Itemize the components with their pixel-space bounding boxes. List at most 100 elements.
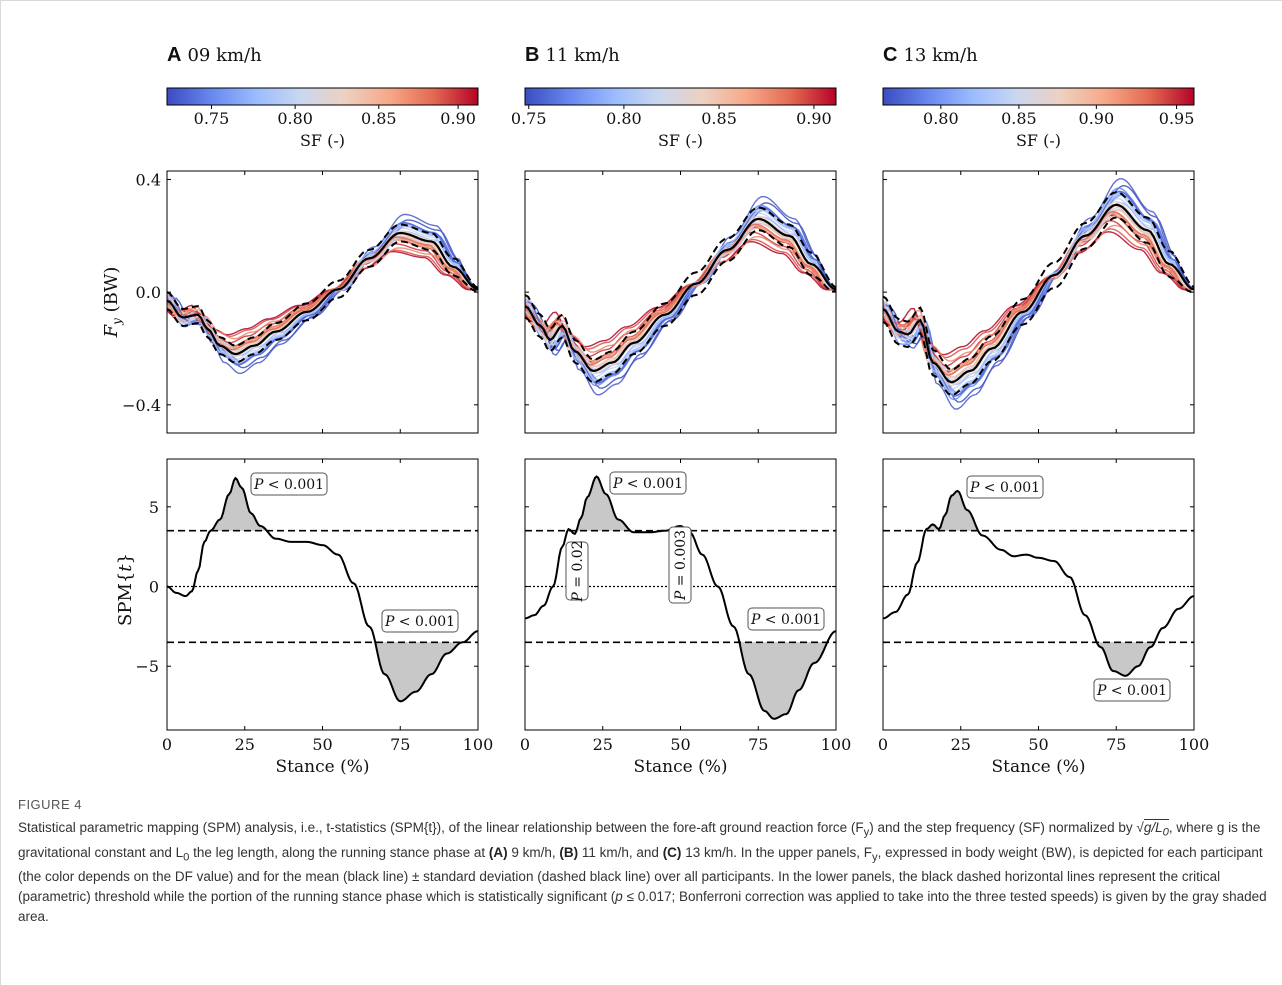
figure-caption: Statistical parametric mapping (SPM) ana… bbox=[18, 818, 1276, 927]
panel-letter: B bbox=[525, 44, 539, 66]
caption-tag-a: (A) bbox=[488, 844, 508, 860]
x-tick-label: 50 bbox=[670, 735, 690, 754]
significant-region bbox=[210, 478, 267, 531]
participant-curves bbox=[883, 178, 1194, 410]
caption-part-6: ≤ 0.017; Bonferroni correction was appli… bbox=[18, 889, 1267, 925]
caption-sqrt: √g/L0 bbox=[1136, 819, 1169, 839]
colorbar-tick-label: 0.95 bbox=[1159, 109, 1195, 128]
x-tick-label: 50 bbox=[312, 735, 332, 754]
spm-y-tick-label: 5 bbox=[149, 498, 159, 517]
annotation-frame bbox=[609, 471, 687, 495]
colorbar-label: SF (-) bbox=[300, 131, 345, 150]
annotation-text: P < 0.001 bbox=[1096, 683, 1167, 699]
annotation-box: P = 0.02 bbox=[565, 540, 589, 603]
colorbar bbox=[524, 87, 837, 106]
caption-sub-5: y bbox=[872, 851, 878, 864]
sd-lower-line bbox=[167, 240, 478, 364]
annotation-frame bbox=[250, 472, 328, 496]
spm-axes-frame bbox=[166, 458, 479, 731]
colorbar bbox=[882, 87, 1195, 106]
caption-part-2: ) and the step frequency (SF) normalized… bbox=[869, 820, 1133, 835]
x-tick-label: 75 bbox=[1106, 735, 1126, 754]
annotation-box: P < 0.001 bbox=[381, 609, 459, 633]
colorbar-label: SF (-) bbox=[1016, 131, 1061, 150]
caption-sub-3: 0 bbox=[183, 851, 190, 864]
annotation-text: P < 0.001 bbox=[969, 480, 1040, 496]
annotation-text: P < 0.001 bbox=[253, 477, 324, 493]
caption-sub-1: y bbox=[863, 826, 870, 839]
caption-sqrt-expr: g/L bbox=[1143, 820, 1163, 835]
participant-curve bbox=[167, 243, 478, 344]
fy-y-tick-label: −0.4 bbox=[122, 396, 161, 415]
annotation-text: P < 0.001 bbox=[612, 476, 683, 492]
x-tick-label: 50 bbox=[1028, 735, 1048, 754]
participant-curves bbox=[525, 195, 836, 396]
caption-part-3: , where g is the gravitational constant … bbox=[18, 820, 1261, 860]
x-tick-label: 25 bbox=[593, 735, 613, 754]
sd-upper-line bbox=[883, 191, 1194, 371]
colorbar bbox=[166, 87, 479, 106]
annotation-frame bbox=[381, 609, 459, 633]
caption-part-5: , expressed in body weight (BW), is depi… bbox=[18, 844, 1263, 905]
annotation-frame bbox=[1093, 678, 1171, 702]
annotation-frame bbox=[668, 526, 692, 604]
annotation-frame bbox=[747, 607, 825, 631]
annotation-box: P < 0.001 bbox=[609, 471, 687, 495]
fy-y-tick-label: 0.0 bbox=[136, 283, 161, 302]
sd-upper-line bbox=[525, 206, 836, 361]
colorbar-tick-label: 0.90 bbox=[440, 109, 476, 128]
annotation-box: P < 0.001 bbox=[966, 475, 1044, 499]
mean-line bbox=[167, 231, 478, 356]
spm-t-curve bbox=[524, 475, 837, 720]
participant-curve bbox=[883, 178, 1194, 410]
x-tick-label: 75 bbox=[748, 735, 768, 754]
x-tick-label: 0 bbox=[162, 735, 172, 754]
figure-label: FIGURE 4 bbox=[18, 797, 82, 812]
colorbar-tick-label: 0.90 bbox=[1079, 109, 1115, 128]
x-tick-label: 100 bbox=[1179, 735, 1210, 754]
participant-curve bbox=[883, 210, 1194, 376]
annotation-text: P = 0.02 bbox=[570, 540, 586, 602]
caption-tag-b: (B) bbox=[559, 844, 579, 860]
participant-curve bbox=[167, 247, 478, 340]
participant-curve bbox=[883, 219, 1194, 367]
x-tick-label: 100 bbox=[463, 735, 494, 754]
x-tick-label: 75 bbox=[390, 735, 410, 754]
panel-speed: 11 km/h bbox=[545, 45, 620, 66]
colorbar-tick-label: 0.80 bbox=[606, 109, 642, 128]
colorbar-label: SF (-) bbox=[658, 131, 703, 150]
colorbar-tick-label: 0.90 bbox=[796, 109, 832, 128]
sd-lower-line bbox=[525, 229, 836, 384]
significant-region bbox=[1097, 642, 1154, 676]
x-tick-label: 0 bbox=[520, 735, 530, 754]
colorbar-tick-label: 0.75 bbox=[511, 109, 547, 128]
spm-t-curve bbox=[166, 476, 479, 703]
colorbar-tick-label: 0.75 bbox=[194, 109, 230, 128]
participant-curve bbox=[883, 224, 1194, 362]
caption-part-4: the leg length, along the running stance… bbox=[189, 844, 489, 860]
spm-axis-label: SPM{t} bbox=[115, 553, 136, 626]
panel-title-c: C 13 km/h bbox=[883, 44, 978, 66]
x-axis-label: Stance (%) bbox=[276, 757, 370, 777]
mean-line bbox=[883, 203, 1194, 384]
frame-left-border bbox=[0, 0, 1, 985]
colorbar-tick-label: 0.80 bbox=[277, 109, 313, 128]
participant-curves bbox=[167, 213, 478, 374]
frame-top-border bbox=[0, 0, 1282, 1]
x-axis-label: Stance (%) bbox=[634, 757, 728, 777]
spm-y-tick-label: 0 bbox=[149, 578, 159, 597]
caption-part-1: Statistical parametric mapping (SPM) ana… bbox=[18, 820, 864, 835]
annotation-text: P < 0.001 bbox=[750, 612, 821, 628]
figure-4: A 09 km/h 0.75 0.80 0.85 0.90 SF (-) 0.4 0.0 −0.4… bbox=[101, 44, 1210, 777]
participant-curve bbox=[525, 231, 836, 358]
caption-speed-b: 11 km/h, and bbox=[578, 844, 663, 860]
annotation-box: P < 0.001 bbox=[1093, 678, 1171, 702]
significant-region bbox=[739, 642, 827, 719]
colorbar-tick-label: 0.85 bbox=[1001, 109, 1037, 128]
x-axis-label: Stance (%) bbox=[992, 757, 1086, 777]
x-tick-label: 100 bbox=[821, 735, 852, 754]
annotation-box: P < 0.001 bbox=[747, 607, 825, 631]
mean-line bbox=[525, 217, 836, 373]
annotation-frame bbox=[966, 475, 1044, 499]
